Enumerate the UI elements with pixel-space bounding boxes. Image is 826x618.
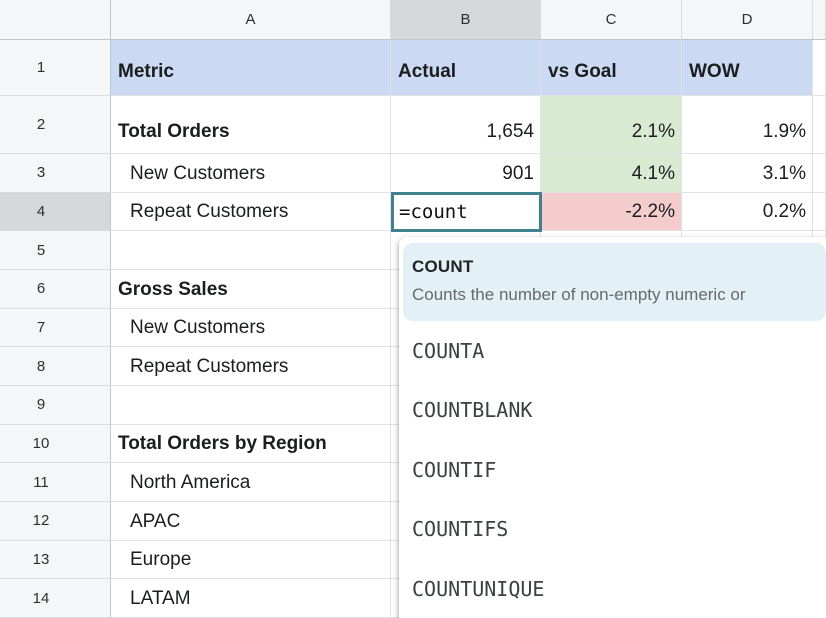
row-header-5[interactable]: 5 [0, 231, 111, 270]
cell-C3[interactable]: 4.1% [541, 154, 682, 193]
cell-B3[interactable]: 901 [391, 154, 541, 193]
column-header-b[interactable]: B [391, 0, 541, 40]
cell-D2[interactable]: 1.9% [682, 96, 813, 154]
row-header-3[interactable]: 3 [0, 154, 111, 193]
cell-D4[interactable]: 0.2% [682, 192, 813, 232]
cell-B1[interactable]: Actual [391, 40, 541, 96]
formula-autocomplete-dropdown: COUNT Counts the number of non-empty num… [399, 237, 826, 618]
row-header-14[interactable]: 14 [0, 579, 111, 618]
autocomplete-item-countblank[interactable]: COUNTBLANK [412, 398, 533, 423]
cell-C4[interactable]: -2.2% [541, 192, 682, 232]
cell-A13[interactable]: Europe [111, 540, 391, 580]
cell-A4[interactable]: Repeat Customers [111, 192, 391, 232]
column-header-e[interactable] [813, 0, 826, 40]
autocomplete-item-counta[interactable]: COUNTA [412, 338, 485, 363]
column-header-d[interactable]: D [682, 0, 813, 40]
row-header-1[interactable]: 1 [0, 40, 111, 96]
row-header-10[interactable]: 10 [0, 424, 111, 464]
cell-A11[interactable]: North America [111, 463, 391, 502]
column-header-c[interactable]: C [541, 0, 682, 40]
cell-E3[interactable] [813, 154, 826, 193]
cell-A12[interactable]: APAC [111, 502, 391, 541]
cell-B2[interactable]: 1,654 [391, 96, 541, 154]
row-header-13[interactable]: 13 [0, 540, 111, 580]
cell-A10[interactable]: Total Orders by Region [111, 424, 391, 464]
row-header-7[interactable]: 7 [0, 308, 111, 348]
cell-C1[interactable]: vs Goal [541, 40, 682, 96]
row-header-11[interactable]: 11 [0, 463, 111, 502]
autocomplete-item-count[interactable]: COUNT Counts the number of non-empty num… [403, 243, 826, 321]
cell-A14[interactable]: LATAM [111, 579, 391, 618]
cell-E4[interactable] [813, 192, 826, 232]
column-header-a[interactable]: A [111, 0, 391, 40]
cell-A2[interactable]: Total Orders [111, 96, 391, 154]
select-all-corner[interactable] [0, 0, 111, 40]
cell-A6[interactable]: Gross Sales [111, 270, 391, 309]
function-description: Counts the number of non-empty numeric o… [412, 285, 746, 304]
autocomplete-item-countif[interactable]: COUNTIF [412, 457, 497, 482]
cell-E1[interactable] [813, 40, 826, 96]
cell-A8[interactable]: Repeat Customers [111, 347, 391, 386]
cell-A3[interactable]: New Customers [111, 154, 391, 193]
row-header-9[interactable]: 9 [0, 386, 111, 425]
autocomplete-item-countifs[interactable]: COUNTIFS [412, 517, 509, 542]
row-header-4[interactable]: 4 [0, 192, 111, 232]
cell-D3[interactable]: 3.1% [682, 154, 813, 193]
cell-A9[interactable] [111, 386, 391, 425]
row-header-6[interactable]: 6 [0, 270, 111, 309]
cell-C2[interactable]: 2.1% [541, 96, 682, 154]
function-name: COUNT [412, 257, 474, 276]
row-header-8[interactable]: 8 [0, 347, 111, 386]
row-header-2[interactable]: 2 [0, 96, 111, 154]
row-header-12[interactable]: 12 [0, 502, 111, 541]
cell-D1[interactable]: WOW [682, 40, 813, 96]
cell-E2[interactable] [813, 96, 826, 154]
autocomplete-item-countunique[interactable]: COUNTUNIQUE [412, 576, 545, 601]
cell-A7[interactable]: New Customers [111, 308, 391, 348]
cell-A1[interactable]: Metric [111, 40, 391, 96]
cell-A5[interactable] [111, 231, 391, 270]
cell-editor[interactable]: =count [391, 192, 542, 232]
